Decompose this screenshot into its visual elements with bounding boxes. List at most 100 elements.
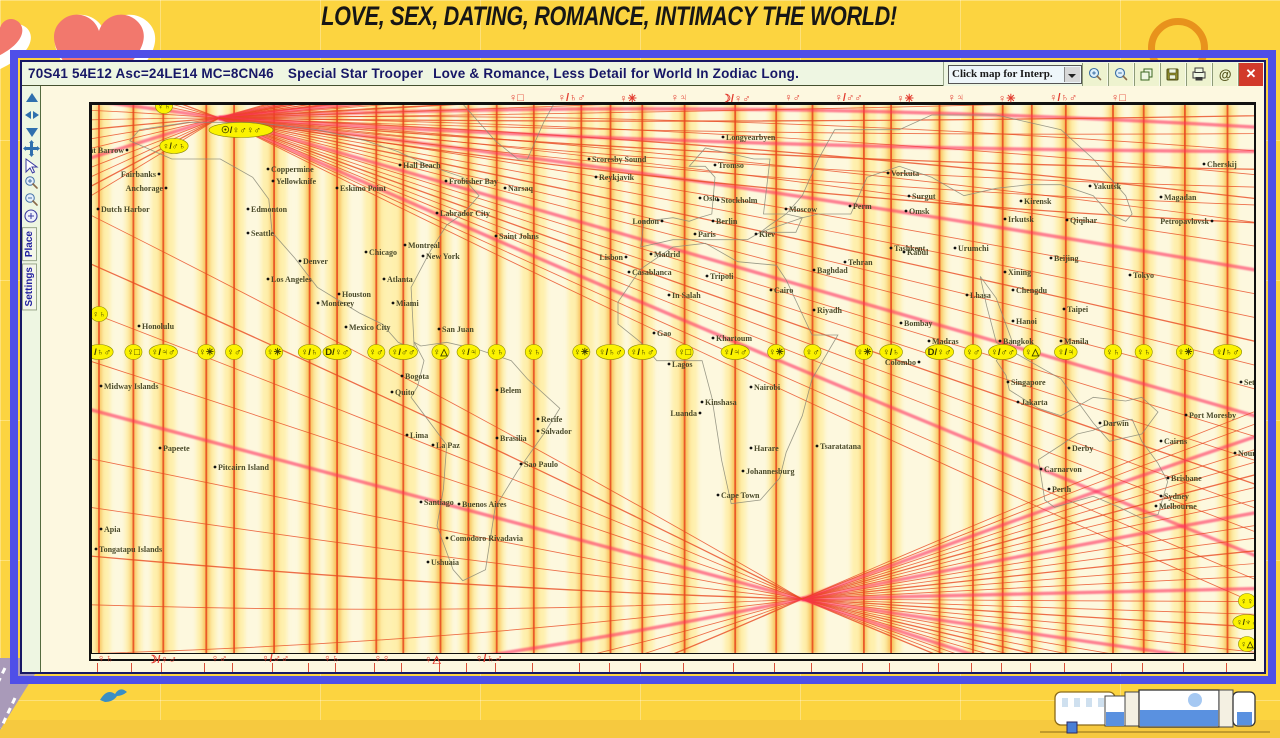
svg-text:♀/♂♂: ♀/♂♂ bbox=[991, 347, 1015, 358]
svg-text:Sao Paulo: Sao Paulo bbox=[524, 460, 558, 469]
svg-text:Labrador City: Labrador City bbox=[440, 209, 490, 218]
svg-text:♀□: ♀□ bbox=[678, 347, 691, 358]
svg-text:♀♄: ♀♄ bbox=[93, 309, 106, 319]
svg-text:Cape Town: Cape Town bbox=[721, 491, 760, 500]
svg-text:D/♀♂: D/♀♂ bbox=[928, 347, 952, 358]
svg-text:Surgut: Surgut bbox=[912, 192, 936, 201]
svg-text:Tehran: Tehran bbox=[848, 258, 873, 267]
svg-text:Omsk: Omsk bbox=[909, 207, 930, 216]
svg-text:Tromso: Tromso bbox=[718, 161, 744, 170]
svg-text:Oslo: Oslo bbox=[703, 194, 719, 203]
svg-text:Ushuaia: Ushuaia bbox=[431, 558, 459, 567]
svg-text:♀♂: ♀♂ bbox=[227, 347, 241, 358]
svg-text:Nairobi: Nairobi bbox=[754, 383, 781, 392]
svg-text:Miami: Miami bbox=[396, 299, 419, 308]
svg-text:Vorkuta: Vorkuta bbox=[891, 169, 919, 178]
svg-text:Lisbon: Lisbon bbox=[599, 253, 623, 262]
svg-text:♀✳: ♀✳ bbox=[574, 347, 590, 358]
svg-text:Belem: Belem bbox=[500, 386, 522, 395]
svg-text:Tsaratatana: Tsaratatana bbox=[820, 442, 861, 451]
svg-text:Settlement: Settlement bbox=[1244, 378, 1255, 387]
svg-text:Singapore: Singapore bbox=[1011, 378, 1046, 387]
svg-text:Gao: Gao bbox=[657, 329, 671, 338]
svg-text:♀✳: ♀✳ bbox=[267, 347, 283, 358]
svg-text:♀/♄♂: ♀/♄♂ bbox=[630, 347, 654, 358]
svg-text:Riyadh: Riyadh bbox=[817, 306, 842, 315]
svg-text:♀♄: ♀♄ bbox=[1137, 347, 1151, 358]
svg-text:Point Barrow: Point Barrow bbox=[91, 146, 124, 155]
svg-text:Cairns: Cairns bbox=[1164, 437, 1187, 446]
svg-text:Monterey: Monterey bbox=[321, 299, 354, 308]
svg-text:Edmonton: Edmonton bbox=[251, 205, 288, 214]
svg-text:Irkutsk: Irkutsk bbox=[1008, 215, 1034, 224]
svg-text:New York: New York bbox=[426, 252, 460, 261]
svg-text:♀/♃: ♀/♃ bbox=[1057, 347, 1074, 358]
svg-text:Honolulu: Honolulu bbox=[142, 322, 175, 331]
svg-text:Bombay: Bombay bbox=[904, 319, 932, 328]
svg-text:Paris: Paris bbox=[698, 230, 716, 239]
svg-text:Reykjavik: Reykjavik bbox=[599, 173, 635, 182]
svg-text:♀/♄♂: ♀/♄♂ bbox=[1215, 347, 1239, 358]
svg-text:Lagos: Lagos bbox=[672, 360, 692, 369]
svg-text:London: London bbox=[632, 217, 659, 226]
svg-text:Kabul: Kabul bbox=[907, 248, 929, 257]
svg-text:♀♄: ♀♄ bbox=[527, 347, 541, 358]
svg-text:♀♀: ♀♀ bbox=[1241, 596, 1254, 606]
svg-text:Midway Islands: Midway Islands bbox=[104, 382, 158, 391]
svg-text:Comodoro Rivadavia: Comodoro Rivadavia bbox=[450, 534, 523, 543]
svg-text:Denver: Denver bbox=[303, 257, 328, 266]
svg-text:Urumchi: Urumchi bbox=[958, 244, 989, 253]
svg-text:Perth: Perth bbox=[1052, 485, 1072, 494]
svg-text:Berlin: Berlin bbox=[716, 217, 738, 226]
svg-text:Cairo: Cairo bbox=[774, 286, 793, 295]
svg-text:Pitcairn Island: Pitcairn Island bbox=[218, 463, 269, 472]
svg-text:Tokyo: Tokyo bbox=[1133, 271, 1154, 280]
svg-text:Seattle: Seattle bbox=[251, 229, 275, 238]
svg-text:Narsaq: Narsaq bbox=[508, 184, 533, 193]
svg-text:Perm: Perm bbox=[853, 202, 872, 211]
svg-text:Recife: Recife bbox=[541, 415, 563, 424]
svg-text:♀/♄: ♀/♄ bbox=[301, 347, 318, 358]
svg-text:Magadan: Magadan bbox=[1164, 193, 1197, 202]
svg-text:Tongatapu Islands: Tongatapu Islands bbox=[99, 545, 162, 554]
svg-text:Taipei: Taipei bbox=[1067, 305, 1089, 314]
svg-text:San Juan: San Juan bbox=[442, 325, 474, 334]
svg-text:Jakarta: Jakarta bbox=[1021, 398, 1048, 407]
svg-text:Xining: Xining bbox=[1008, 268, 1031, 277]
svg-text:Noumea: Noumea bbox=[1238, 449, 1255, 458]
svg-text:Anchorage: Anchorage bbox=[126, 184, 164, 193]
svg-text:Petropavlovsk: Petropavlovsk bbox=[1160, 217, 1209, 226]
svg-text:Scoresby Sound: Scoresby Sound bbox=[592, 155, 647, 164]
svg-text:Frobisher Bay: Frobisher Bay bbox=[449, 177, 498, 186]
svg-text:♀/♃: ♀/♃ bbox=[460, 347, 477, 358]
svg-text:Baghdad: Baghdad bbox=[817, 266, 848, 275]
svg-text:Darwin: Darwin bbox=[1103, 419, 1129, 428]
svg-text:Chicago: Chicago bbox=[369, 248, 397, 257]
svg-text:Lhasa: Lhasa bbox=[970, 291, 991, 300]
svg-text:Johannesburg: Johannesburg bbox=[746, 467, 794, 476]
svg-text:♀✳: ♀✳ bbox=[1177, 347, 1193, 358]
svg-text:Qiqihar: Qiqihar bbox=[1070, 216, 1098, 225]
svg-text:La Paz: La Paz bbox=[436, 441, 460, 450]
svg-text:Quito: Quito bbox=[395, 388, 415, 397]
svg-text:Sydney: Sydney bbox=[1164, 492, 1189, 501]
svg-text:Coppermine: Coppermine bbox=[271, 165, 314, 174]
svg-text:♀/♃♂: ♀/♃♂ bbox=[151, 347, 175, 358]
svg-text:Eskimo Point: Eskimo Point bbox=[340, 184, 386, 193]
svg-text:Atlanta: Atlanta bbox=[387, 275, 413, 284]
svg-text:♀/♂♂: ♀/♂♂ bbox=[391, 347, 415, 358]
svg-text:Carnarvon: Carnarvon bbox=[1044, 465, 1082, 474]
svg-text:Port Moresby: Port Moresby bbox=[1189, 411, 1236, 420]
svg-text:Kirensk: Kirensk bbox=[1024, 197, 1052, 206]
svg-text:Harare: Harare bbox=[754, 444, 779, 453]
svg-text:Derby: Derby bbox=[1072, 444, 1093, 453]
svg-text:Montreal: Montreal bbox=[408, 241, 441, 250]
svg-text:♀/♆♂: ♀/♆♂ bbox=[1236, 617, 1255, 627]
svg-text:D/♀♂: D/♀♂ bbox=[325, 347, 349, 358]
svg-text:☉/♀♂♀♂: ☉/♀♂♀♂ bbox=[221, 125, 261, 136]
svg-text:Dutch Harbor: Dutch Harbor bbox=[101, 205, 150, 214]
svg-text:♀♄: ♀♄ bbox=[157, 104, 171, 111]
svg-text:♀♂: ♀♂ bbox=[369, 347, 383, 358]
svg-text:Kiev: Kiev bbox=[759, 230, 775, 239]
svg-text:♀/♂♄: ♀/♂♄ bbox=[163, 141, 186, 151]
